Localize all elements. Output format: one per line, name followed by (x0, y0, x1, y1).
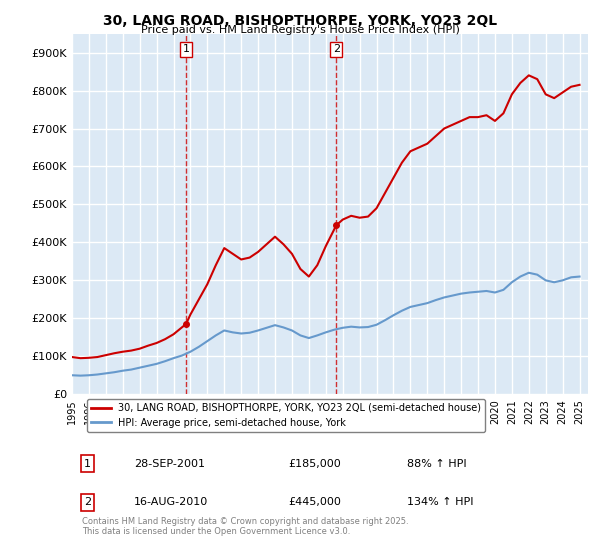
Legend: 30, LANG ROAD, BISHOPTHORPE, YORK, YO23 2QL (semi-detached house), HPI: Average : 30, LANG ROAD, BISHOPTHORPE, YORK, YO23 … (87, 399, 485, 432)
Text: 2: 2 (84, 497, 91, 507)
Text: Contains HM Land Registry data © Crown copyright and database right 2025.
This d: Contains HM Land Registry data © Crown c… (82, 517, 409, 536)
Text: Price paid vs. HM Land Registry's House Price Index (HPI): Price paid vs. HM Land Registry's House … (140, 25, 460, 35)
Text: 88% ↑ HPI: 88% ↑ HPI (407, 459, 467, 469)
Text: 1: 1 (182, 44, 190, 54)
Text: 1: 1 (84, 459, 91, 469)
Text: £445,000: £445,000 (289, 497, 341, 507)
Text: £185,000: £185,000 (289, 459, 341, 469)
Text: 2: 2 (332, 44, 340, 54)
Text: 28-SEP-2001: 28-SEP-2001 (134, 459, 205, 469)
Text: 16-AUG-2010: 16-AUG-2010 (134, 497, 208, 507)
Text: 134% ↑ HPI: 134% ↑ HPI (407, 497, 474, 507)
Text: 30, LANG ROAD, BISHOPTHORPE, YORK, YO23 2QL: 30, LANG ROAD, BISHOPTHORPE, YORK, YO23 … (103, 14, 497, 28)
